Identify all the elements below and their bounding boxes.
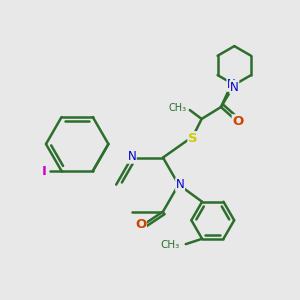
Text: O: O — [232, 115, 244, 128]
Text: O: O — [135, 218, 146, 232]
Text: N: N — [227, 78, 236, 91]
Text: CH₃: CH₃ — [168, 103, 186, 112]
Text: N: N — [176, 178, 184, 191]
Text: I: I — [41, 165, 46, 178]
Text: CH₃: CH₃ — [160, 240, 179, 250]
Text: S: S — [188, 132, 197, 145]
Text: N: N — [230, 81, 239, 94]
Text: N: N — [128, 150, 136, 163]
